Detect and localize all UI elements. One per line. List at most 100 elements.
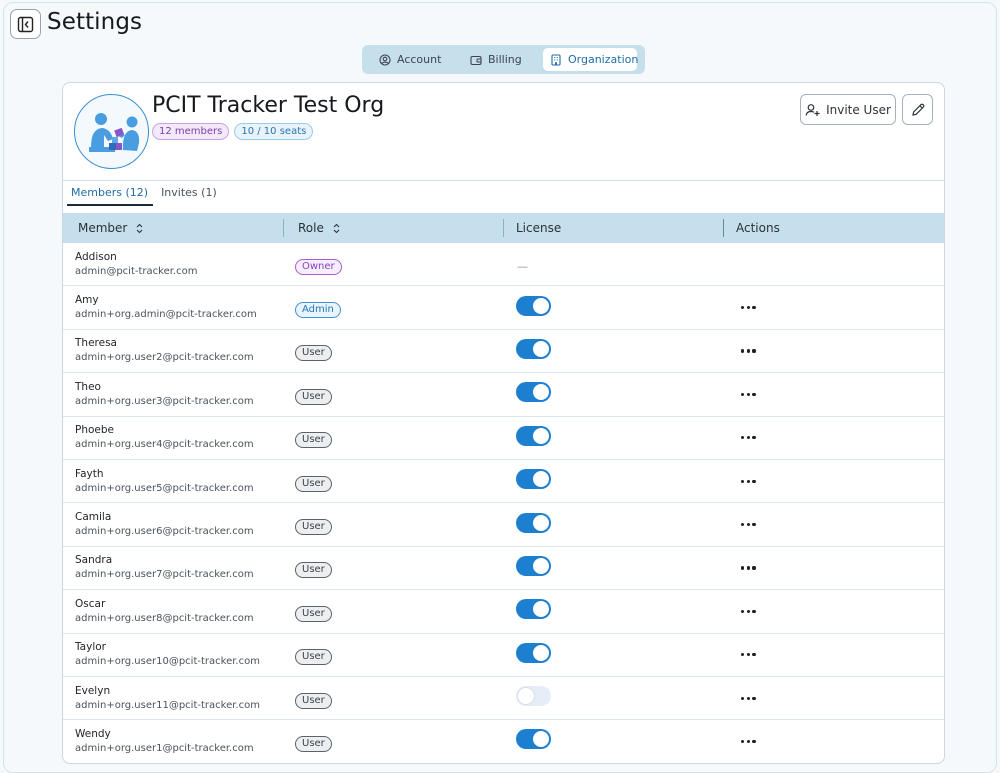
seats-badge: 10 / 10 seats (234, 123, 314, 140)
role-badge: User (295, 562, 332, 579)
license-toggle[interactable] (516, 338, 551, 359)
more-actions-button[interactable] (741, 609, 756, 613)
tab-account[interactable]: Account (372, 48, 461, 71)
role-cell: User (283, 688, 503, 709)
more-actions-button[interactable] (741, 566, 756, 570)
dot (746, 609, 750, 613)
license-toggle[interactable] (516, 729, 551, 750)
sidebar-toggle-button[interactable] (10, 9, 41, 39)
invite-user-button[interactable]: Invite User (800, 94, 896, 125)
more-actions-button[interactable] (741, 522, 756, 527)
more-actions-button[interactable] (741, 436, 756, 440)
member-name: Amy (75, 294, 99, 307)
license-cell (503, 686, 723, 710)
column-member-label: Member (78, 221, 128, 235)
license-toggle[interactable] (516, 382, 551, 403)
table-row: Theresa admin+org.user2@pcit-tracker.com… (63, 330, 944, 374)
member-tabs: Members (12) Invites (1) (67, 186, 222, 206)
tab-invites[interactable]: Invites (1) (161, 186, 217, 199)
role-badge: User (295, 692, 332, 709)
member-email: admin+org.user3@pcit-tracker.com (75, 395, 254, 407)
edit-org-button[interactable] (902, 94, 933, 125)
building-icon (551, 53, 561, 66)
org-logo (74, 94, 149, 169)
member-cell: Phoebe admin+org.user4@pcit-tracker.com (63, 423, 283, 452)
more-actions-button[interactable] (741, 392, 756, 396)
invite-user-label: Invite User (826, 102, 891, 117)
column-header-role[interactable]: Role (284, 219, 504, 237)
toggle-knob (533, 427, 549, 444)
tab-billing-label: Billing (488, 53, 522, 66)
more-actions-button[interactable] (741, 305, 756, 310)
more-actions-button[interactable] (741, 479, 756, 483)
more-actions-button[interactable] (741, 349, 756, 353)
members-count-badge: 12 members (152, 123, 230, 140)
member-name: Taylor (75, 641, 106, 654)
license-toggle[interactable] (516, 599, 551, 620)
tab-members[interactable]: Members (12) (67, 186, 154, 206)
role-cell: Admin (283, 297, 503, 319)
license-toggle[interactable] (516, 512, 551, 533)
toggle-knob (533, 297, 549, 314)
dot (746, 392, 750, 396)
toggle-knob (518, 688, 534, 705)
member-email: admin+org.user7@pcit-tracker.com (75, 569, 254, 581)
role-cell: User (283, 340, 503, 362)
tab-billing[interactable]: Billing (463, 48, 543, 71)
dot (752, 479, 756, 483)
more-actions-button[interactable] (741, 696, 756, 700)
license-toggle[interactable] (516, 425, 551, 446)
dot (752, 522, 756, 527)
role-cell: Owner (283, 254, 503, 275)
license-toggle[interactable] (516, 295, 551, 316)
dot (752, 436, 756, 440)
table-row: Taylor admin+org.user10@pcit-tracker.com… (63, 634, 944, 677)
column-license-label: License (516, 221, 562, 235)
more-actions-button[interactable] (741, 653, 756, 657)
wallet-icon (470, 55, 482, 65)
dot (752, 392, 756, 396)
actions-cell (723, 392, 756, 396)
member-name: Sandra (75, 554, 113, 567)
more-actions-button[interactable] (741, 739, 756, 744)
dot (752, 349, 756, 353)
column-header-member[interactable]: Member (63, 219, 284, 237)
member-cell: Amy admin+org.admin@pcit-tracker.com (63, 293, 283, 322)
role-badge: User (295, 519, 332, 536)
table-header: Member Role License Actions (63, 213, 944, 243)
dot (746, 696, 750, 700)
toggle-knob (533, 471, 549, 488)
org-name: PCIT Tracker Test Org (152, 93, 385, 118)
table-row: Oscar admin+org.user8@pcit-tracker.com U… (63, 590, 944, 634)
role-badge: User (295, 649, 332, 666)
member-name: Wendy (75, 727, 111, 740)
member-name: Fayth (75, 467, 104, 480)
dot (746, 653, 750, 657)
member-name: Theo (75, 380, 101, 393)
table-row: Wendy admin+org.user1@pcit-tracker.com U… (63, 720, 944, 763)
license-toggle[interactable] (516, 469, 551, 490)
member-cell: Theresa admin+org.user2@pcit-tracker.com (63, 336, 283, 365)
dot (752, 566, 756, 570)
toggle-knob (533, 514, 549, 531)
member-email: admin+org.user4@pcit-tracker.com (75, 439, 254, 451)
license-toggle[interactable] (516, 642, 551, 663)
license-toggle[interactable] (516, 555, 551, 576)
member-cell: Evelyn admin+org.user11@pcit-tracker.com (63, 684, 283, 713)
tab-organization[interactable]: Organization (543, 48, 638, 71)
license-toggle[interactable] (516, 686, 551, 707)
column-header-license: License (504, 219, 724, 237)
dot (741, 305, 745, 310)
table-row: Amy admin+org.admin@pcit-tracker.com Adm… (63, 286, 944, 330)
role-cell: User (283, 427, 503, 449)
member-email: admin@pcit-tracker.com (75, 265, 198, 277)
dot (746, 739, 750, 744)
member-email: admin+org.user11@pcit-tracker.com (75, 699, 260, 711)
column-role-label: Role (298, 221, 324, 235)
dot (746, 305, 750, 310)
page-title: Settings (47, 9, 143, 35)
member-cell: Fayth admin+org.user5@pcit-tracker.com (63, 467, 283, 496)
actions-cell (723, 653, 756, 657)
member-email: admin+org.user10@pcit-tracker.com (75, 656, 260, 668)
member-cell: Wendy admin+org.user1@pcit-tracker.com (63, 727, 283, 756)
